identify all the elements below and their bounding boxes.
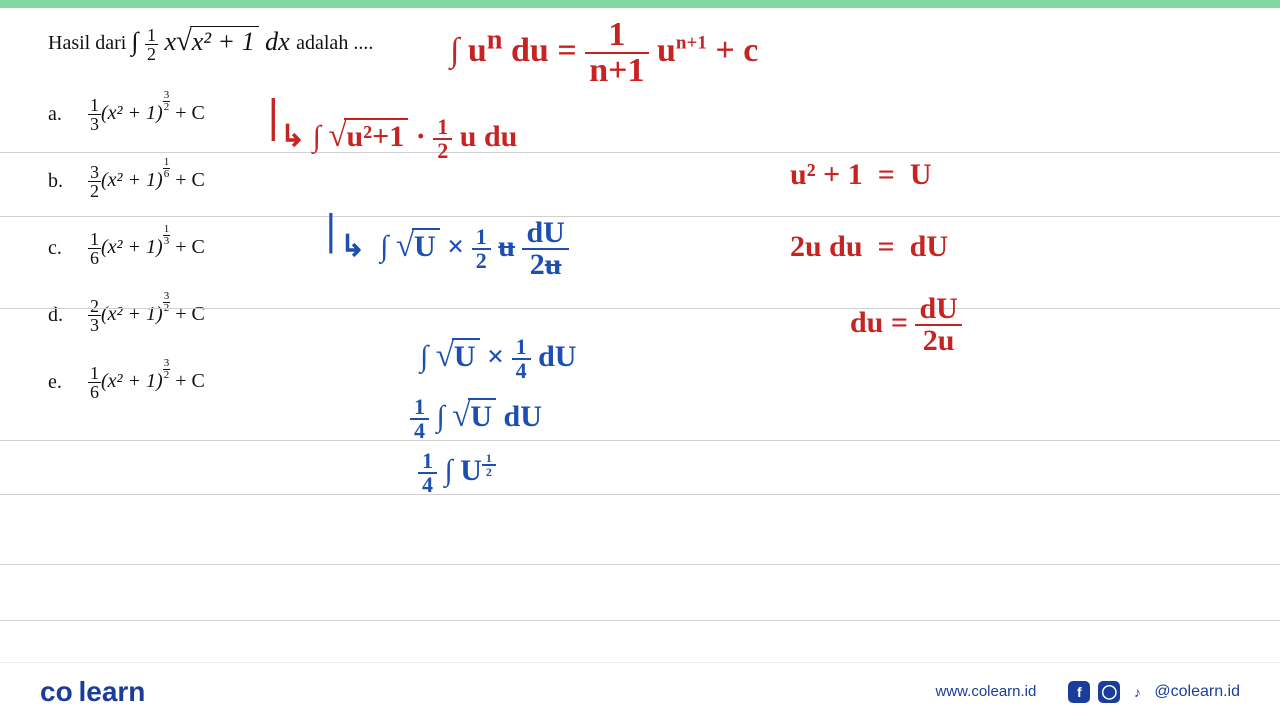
option-row: a. 13(x² + 1)32 + C (48, 96, 205, 133)
question-text: Hasil dari ∫ 12 xx² + 1 dx adalah .... (48, 26, 373, 63)
logo-learn: learn (78, 676, 145, 707)
handwriting-du-solve: du = dU2u (850, 294, 962, 356)
option-expr: 16(x² + 1)13 + C (88, 230, 205, 267)
tiktok-icon: ♪ (1128, 681, 1146, 703)
option-letter: e. (48, 371, 72, 394)
ruled-line (0, 440, 1280, 441)
ruled-line (0, 564, 1280, 565)
ruled-line (0, 152, 1280, 153)
option-expr: 16(x² + 1)32 + C (88, 364, 205, 401)
handwriting-arrow2: | (326, 204, 336, 255)
option-row: b. 32(x² + 1)16 + C (48, 163, 205, 200)
ruled-line (0, 620, 1280, 621)
option-letter: a. (48, 103, 72, 126)
footer-bar: co learn www.colearn.id f ◯ ♪ @colearn.i… (0, 662, 1280, 720)
answer-options: a. 13(x² + 1)32 + C b. 32(x² + 1)16 + C c. 16… (48, 96, 205, 431)
handwriting-power-rule: ∫ un du = 1n+1 un+1 + c (450, 18, 758, 88)
handwriting-let-u: u² + 1 = U (790, 158, 932, 192)
instagram-icon: ◯ (1098, 681, 1120, 703)
page-content: Hasil dari ∫ 12 xx² + 1 dx adalah .... a… (0, 0, 1280, 720)
ruled-line (0, 308, 1280, 309)
handwriting-substitution-step: ↳ ∫ u²+1 · 12 u du (280, 116, 517, 162)
option-expr: 23(x² + 1)32 + C (88, 297, 205, 334)
facebook-icon: f (1068, 681, 1090, 703)
ruled-line (0, 494, 1280, 495)
handwriting-step4: 14 ∫ U12 (418, 450, 496, 496)
option-expr: 13(x² + 1)32 + C (88, 96, 205, 133)
handwriting-step2: ∫ U × 14 dU (420, 336, 576, 382)
option-expr: 32(x² + 1)16 + C (88, 163, 205, 200)
option-row: c. 16(x² + 1)13 + C (48, 230, 205, 267)
option-row: d.23(x² + 1)32 + C (48, 297, 205, 334)
option-letter: b. (48, 170, 72, 193)
question-integral: ∫ 12 xx² + 1 dx (131, 27, 296, 56)
question-suffix: adalah .... (296, 32, 373, 54)
social-handle: @colearn.id (1154, 683, 1240, 701)
option-letter: c. (48, 237, 72, 260)
handwriting-step3: 14 ∫ U dU (410, 396, 542, 442)
brand-logo: co learn (40, 676, 145, 708)
handwriting-step1: ↳ ∫ U × 12 u dU2u (340, 218, 569, 280)
question-prefix: Hasil dari (48, 32, 131, 54)
option-row: e. 16(x² + 1)32 + C (48, 364, 205, 401)
social-block: www.colearn.id f ◯ ♪ @colearn.id (935, 681, 1240, 703)
handwriting-diff-u: 2u du = dU (790, 230, 948, 264)
handwriting-vertical-bar: | (268, 88, 279, 143)
logo-co: co (40, 676, 73, 707)
ruled-line (0, 216, 1280, 217)
footer-url: www.colearn.id (935, 683, 1036, 700)
